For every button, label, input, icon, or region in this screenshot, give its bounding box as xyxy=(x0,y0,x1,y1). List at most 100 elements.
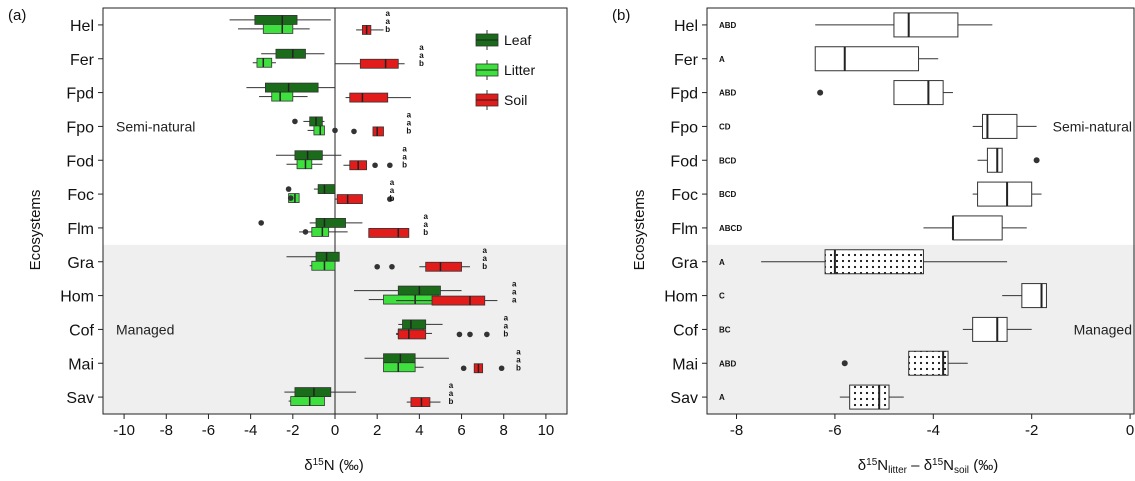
panel-b-box-foc: BCD xyxy=(719,181,1042,207)
box-body xyxy=(262,24,294,34)
panel-a-box-leaf-fer xyxy=(261,48,325,59)
panel-b-letter-flm: ABCD xyxy=(719,224,742,233)
panel-a-category-fod: Fod xyxy=(66,153,94,170)
panel-b-category-flm: Flm xyxy=(671,221,698,238)
box-outlier xyxy=(387,196,393,202)
panel-b-box-fer: A xyxy=(719,46,939,72)
panel-a-letter-fod: a xyxy=(402,152,407,161)
panel-a-x-tick-label: -2 xyxy=(286,422,299,439)
panel-a-letter-fpo: b xyxy=(406,126,411,135)
panel-a-category-fer: Fer xyxy=(70,52,95,69)
box-body xyxy=(296,159,313,170)
panel-a-box-soil-fod xyxy=(343,160,393,171)
panel-a-letter-fpo: a xyxy=(407,118,412,127)
panel-b-box-flm: ABCD xyxy=(719,215,1027,241)
box-body xyxy=(290,396,325,406)
panel-a: (a) Ecosystems δ15N (‰) -10 -8 -6 -4 -2 0 2 4 6 8… xyxy=(8,7,568,474)
box-outlier xyxy=(302,229,309,235)
panel-a-box-leaf-fpd xyxy=(246,82,335,93)
panel-b-letter-hom: C xyxy=(719,292,725,301)
panel-a-box-litter-fer xyxy=(252,57,276,68)
panel-a-letter-hom: a xyxy=(512,280,517,289)
box-outlier xyxy=(372,162,378,169)
panel-a-box-leaf-hom xyxy=(353,285,462,296)
panel-a-letter-flm: b xyxy=(423,228,428,237)
box-outlier xyxy=(484,331,490,338)
panel-a-box-leaf-sav xyxy=(284,387,357,397)
panel-a-x-tick-label: 0 xyxy=(331,422,339,439)
panel-a-box-litter-fod xyxy=(286,159,323,170)
panel-a-box-leaf-fpo xyxy=(292,116,325,127)
panel-b-category-hom: Hom xyxy=(664,289,698,306)
panel-a-box-litter-fpo xyxy=(307,125,338,136)
panel-a-category-fpo: Fpo xyxy=(66,119,94,136)
panel-a-letter-mai: a xyxy=(516,355,521,364)
panel-a-category-cof: Cof xyxy=(69,322,94,339)
panel-a-category-foc: Foc xyxy=(67,187,94,204)
panel-a-box-soil-sav xyxy=(406,397,441,407)
panel-a-letter-fod: a xyxy=(402,144,407,153)
panel-b-category-fpd: Fpd xyxy=(670,86,698,103)
panel-a-managed-label: Managed xyxy=(116,321,174,337)
panel-b-xlabel: δ15Nlitter – δ15Nsoil (‰) xyxy=(858,457,998,476)
panel-a-x-tick-label: -8 xyxy=(160,422,173,439)
box-body xyxy=(814,46,920,72)
panel-a-box-litter-gra xyxy=(309,260,336,271)
panel-b-box-sav: A xyxy=(719,384,904,410)
panel-a-box-litter-fpd xyxy=(259,91,308,102)
panel-b-letter-fpo: CD xyxy=(719,122,731,131)
box-outlier xyxy=(258,220,264,226)
panel-a-letter-gra: a xyxy=(483,246,488,255)
panel-a-x-tick-label: 10 xyxy=(538,422,555,439)
box-body xyxy=(402,319,427,330)
panel-b-ylabel: Ecosystems xyxy=(631,190,648,271)
panel-b-letter-gra: A xyxy=(719,258,725,267)
panel-b-box-fod: BCD xyxy=(719,147,1040,173)
box-body xyxy=(1021,283,1047,309)
legend: Leaf Litter Soil xyxy=(475,30,535,110)
box-outlier xyxy=(374,263,380,270)
panel-a-x-tick-label: 2 xyxy=(373,422,381,439)
panel-b-box-gra: A xyxy=(719,249,1008,275)
panel-b-letter-hel: ABD xyxy=(719,21,737,30)
box-body xyxy=(294,150,323,161)
panel-a-letter-mai: b xyxy=(516,363,521,372)
box-body xyxy=(383,353,416,364)
box-body xyxy=(336,194,363,204)
box-body xyxy=(315,218,346,228)
box-body xyxy=(359,58,399,69)
box-body xyxy=(264,82,319,93)
box-body xyxy=(294,387,332,397)
panel-a-x-tick-label: 4 xyxy=(415,422,423,439)
box-outlier xyxy=(498,365,505,372)
panel-b-box-hel: ABD xyxy=(719,12,993,38)
box-outlier xyxy=(292,118,298,125)
panel-a-x-tick-label: 8 xyxy=(500,422,508,439)
box-body xyxy=(824,249,924,275)
box-body xyxy=(397,329,427,340)
panel-a-x-tick-label: -6 xyxy=(202,422,215,439)
panel-b-letter-mai: ABD xyxy=(719,359,737,368)
panel-a-box-soil-mai xyxy=(460,363,505,374)
box-body xyxy=(893,80,944,106)
box-outlier xyxy=(1033,157,1040,164)
panel-a-x-tick-label: -4 xyxy=(244,422,257,439)
panel-a-letter-hom: a xyxy=(512,288,517,297)
panel-b-letter-fod: BCD xyxy=(719,156,737,165)
panel-b-box-mai: ABD xyxy=(719,350,968,376)
box-body xyxy=(972,316,1008,342)
panel-a-letter-foc: b xyxy=(390,194,395,203)
panel-a-category-mai: Mai xyxy=(68,356,94,373)
panel-a-x-tick-label: -10 xyxy=(113,422,135,439)
panel-b-semi-natural-label: Semi-natural xyxy=(1053,118,1132,134)
panel-b: (b) Ecosystems δ15Nlitter – δ15Nsoil (‰)… xyxy=(612,7,1135,476)
panel-b-category-fpo: Fpo xyxy=(670,119,698,136)
panel-a-x-tick-label: 6 xyxy=(457,422,465,439)
legend-label-leaf: Leaf xyxy=(504,32,531,48)
box-body xyxy=(952,215,1003,241)
panel-a-category-hom: Hom xyxy=(60,289,94,306)
box-body xyxy=(908,350,949,376)
panel-a-letter-sav: a xyxy=(449,389,454,398)
box-outlier xyxy=(817,89,824,96)
box-outlier xyxy=(467,331,473,338)
